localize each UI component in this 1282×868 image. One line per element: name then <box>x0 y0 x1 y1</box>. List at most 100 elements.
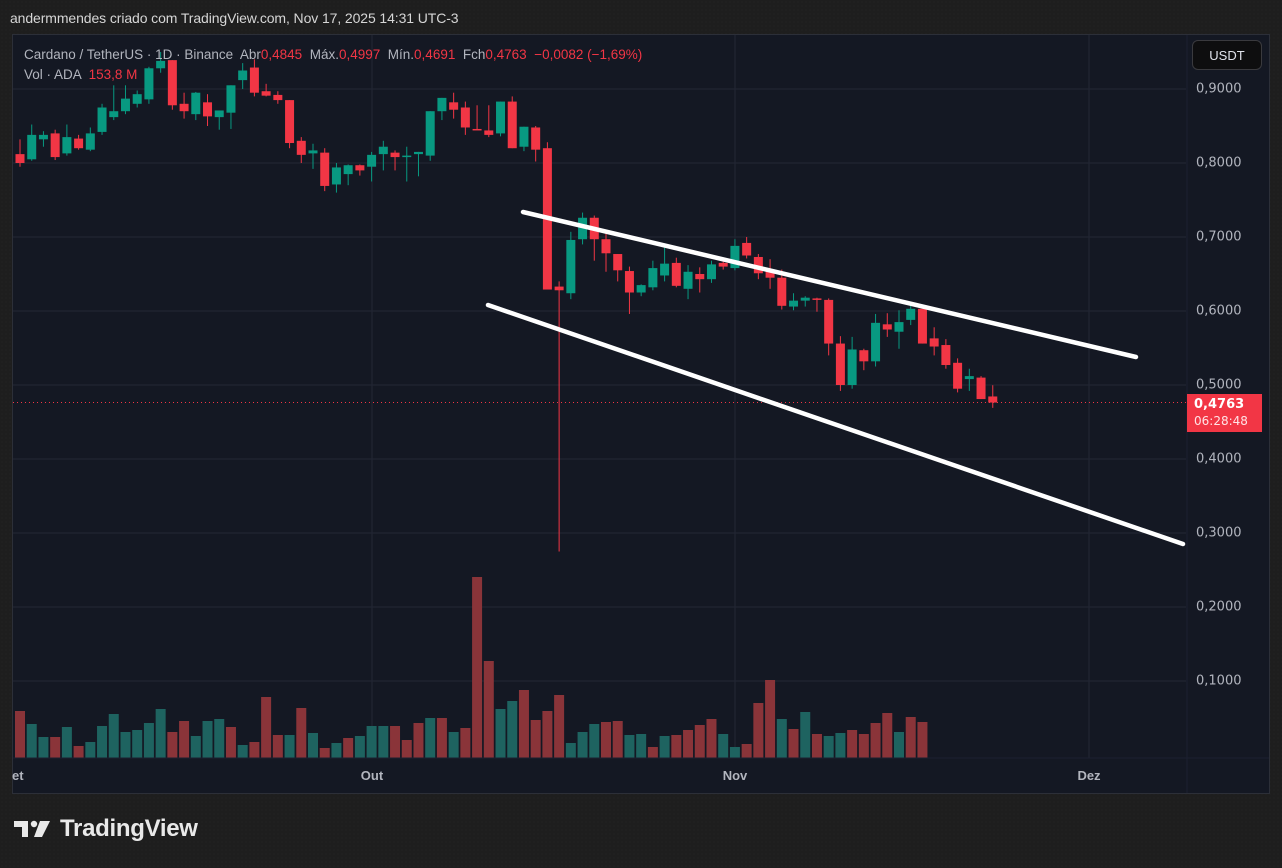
volume-bar <box>108 714 119 758</box>
candle-body <box>894 322 904 332</box>
volume-bar <box>425 718 436 758</box>
candle-body <box>249 67 259 93</box>
volume-bar <box>155 709 166 758</box>
candle-body <box>964 376 974 380</box>
chart-frame[interactable] <box>12 34 1270 794</box>
candle-body <box>613 254 623 271</box>
price-tick-label: 0,8000 <box>1196 155 1242 171</box>
volume-bar <box>460 728 471 758</box>
chart-legend: Cardano / TetherUS · 1D · Binance Abr0,4… <box>24 45 642 85</box>
volume-bar <box>296 708 307 758</box>
candle-body <box>226 85 236 113</box>
symbol-label[interactable]: Cardano / TetherUS · 1D · Binance <box>24 47 234 62</box>
candle-body <box>378 146 388 155</box>
volume-bar <box>905 717 916 758</box>
candle-body <box>97 107 107 132</box>
volume-bar <box>319 748 330 758</box>
volume-bar <box>284 735 295 758</box>
volume-bar <box>858 734 869 758</box>
candle-body <box>402 155 412 158</box>
volume-bar <box>354 736 365 758</box>
volume-bar <box>73 746 84 758</box>
candle-body <box>484 130 494 135</box>
volume-bar <box>647 747 658 758</box>
candle-body <box>214 110 224 118</box>
currency-button[interactable]: USDT <box>1192 40 1262 70</box>
bar-countdown: 06:28:48 <box>1194 414 1248 428</box>
candle-body <box>988 396 998 403</box>
candle-body <box>50 133 60 158</box>
volume-label[interactable]: Vol · ADA <box>24 67 82 82</box>
candle-body <box>519 126 529 147</box>
volume-bar <box>483 661 494 758</box>
volume-bar <box>237 745 248 758</box>
volume-bar <box>518 690 529 758</box>
candle-body <box>62 137 72 154</box>
low-value: 0,4691 <box>414 47 456 62</box>
candle-body <box>800 297 810 301</box>
candle-body <box>566 239 576 294</box>
candle-body <box>167 60 177 106</box>
candle-body <box>144 68 154 100</box>
candle-body <box>437 97 447 112</box>
candle-body <box>578 217 588 240</box>
candle-body <box>120 98 130 112</box>
volume-bar <box>882 713 893 758</box>
candle-body <box>695 274 705 280</box>
upper-channel-trendline <box>520 209 1139 360</box>
time-tick-label: Dez <box>1077 768 1101 783</box>
candle-body <box>765 270 775 278</box>
price-tick-label: 0,6000 <box>1196 303 1242 319</box>
volume-bar <box>788 729 799 758</box>
candle-body <box>824 299 834 344</box>
candle-body <box>624 271 634 293</box>
volume-bar <box>202 721 213 758</box>
candle-body <box>601 239 611 254</box>
candle-body <box>929 338 939 347</box>
volume-bar <box>542 711 553 758</box>
volume-bar <box>143 723 154 758</box>
price-tick-label: 0,2000 <box>1196 599 1242 615</box>
volume-bar <box>26 724 37 758</box>
volume-bar <box>718 734 729 758</box>
candle-body <box>109 111 119 118</box>
price-tick-label: 0,4000 <box>1196 451 1242 467</box>
candle-body <box>554 286 564 291</box>
volume-bar <box>366 726 377 758</box>
candle-body <box>343 165 353 175</box>
volume-bar <box>85 742 96 758</box>
volume-bar <box>847 730 858 758</box>
volume-bar <box>671 735 682 758</box>
candle-body <box>648 268 658 288</box>
candle-body <box>238 70 248 81</box>
volume-bar <box>225 727 236 758</box>
volume-bar <box>917 722 928 758</box>
volume-bar <box>554 695 565 758</box>
volume-bar <box>507 701 518 758</box>
price-tick-label: 0,3000 <box>1196 525 1242 541</box>
high-value: 0,4997 <box>338 47 381 62</box>
candle-body <box>179 103 189 112</box>
logo-text: TradingView <box>60 815 198 842</box>
change-value: −0,0082 (−1,69%) <box>534 47 643 62</box>
volume-bar <box>436 718 447 758</box>
lower-channel-trendline <box>485 302 1186 547</box>
candle-body <box>812 298 822 300</box>
candle-body <box>273 94 283 101</box>
candle-body <box>355 165 365 171</box>
candle-body <box>390 152 400 158</box>
volume-bar <box>179 721 190 758</box>
candle-body <box>835 343 845 385</box>
volume-bar <box>530 720 541 758</box>
candle-body <box>777 277 787 306</box>
volume-bar <box>261 697 272 758</box>
volume-bar <box>800 712 811 758</box>
ohlc-row: Cardano / TetherUS · 1D · Binance Abr0,4… <box>24 45 642 65</box>
volume-bar <box>706 719 717 758</box>
candle-body <box>683 271 693 289</box>
high-label: Máx. <box>309 47 339 62</box>
volume-bar <box>38 737 49 758</box>
tradingview-logo[interactable]: TradingView <box>14 815 198 843</box>
volume-bar <box>61 727 72 758</box>
